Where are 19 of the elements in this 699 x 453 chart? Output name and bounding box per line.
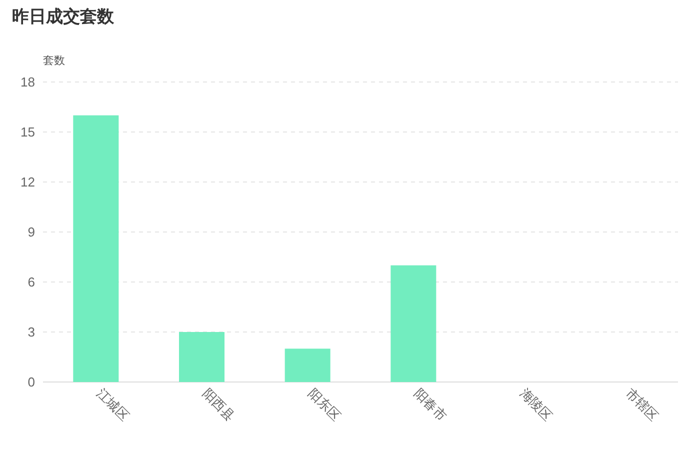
y-tick-label: 9 [28,224,35,240]
y-tick-label: 6 [28,274,35,290]
y-tick-label: 0 [28,374,35,390]
x-tick-label: 阳西县 [200,386,238,424]
y-tick-label: 12 [20,174,35,190]
y-axis-title: 套数 [43,55,65,67]
chart-title: 昨日成交套数 [12,7,115,26]
x-tick-label: 市辖区 [622,386,662,424]
y-tick-label: 15 [20,124,35,140]
bar [73,115,119,382]
x-tick-label: 江城区 [94,386,132,424]
y-tick-label: 3 [28,324,35,340]
x-tick-label: 阳春市 [411,386,450,424]
bar [390,265,436,382]
bar [178,332,225,382]
x-tick-label: 阳东区 [305,386,344,424]
y-tick-label: 18 [20,74,35,90]
bar [284,348,330,382]
x-tick-label: 海陵区 [517,386,556,424]
